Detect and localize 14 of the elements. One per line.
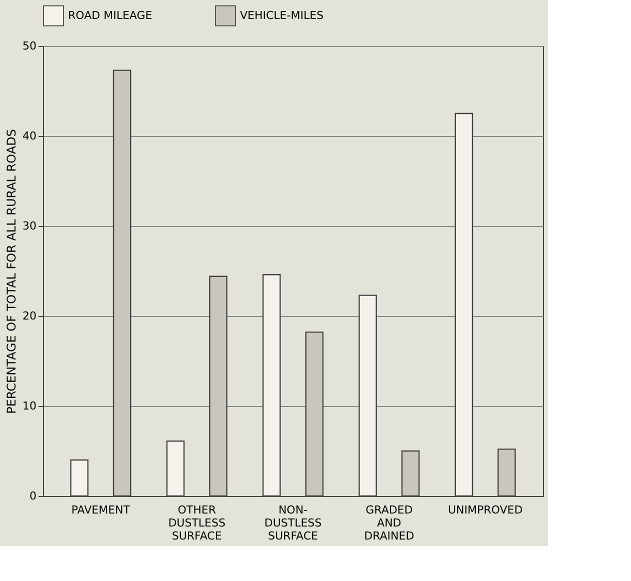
legend-label: VEHICLE-MILES	[240, 8, 324, 22]
y-tick-label: 50	[22, 40, 36, 52]
legend-label: ROAD MILEAGE	[68, 8, 152, 22]
y-axis-title: PERCENTAGE OF TOTAL FOR ALL RURAL ROADS	[4, 129, 19, 414]
x-tick-label: GRADED AND DRAINED	[364, 504, 414, 542]
y-tick-label: 20	[22, 310, 36, 322]
y-tick-label: 40	[22, 130, 36, 142]
y-tick-label: 0	[30, 490, 36, 502]
x-tick-label: NON- DUSTLESS SURFACE	[264, 504, 322, 542]
x-tick-label: PAVEMENT	[71, 504, 130, 516]
y-tick-label: 10	[22, 400, 36, 412]
y-tick-label: 30	[22, 220, 36, 232]
x-tick-label: OTHER DUSTLESS SURFACE	[168, 504, 226, 542]
x-tick-label: UNIMPROVED	[448, 504, 523, 516]
